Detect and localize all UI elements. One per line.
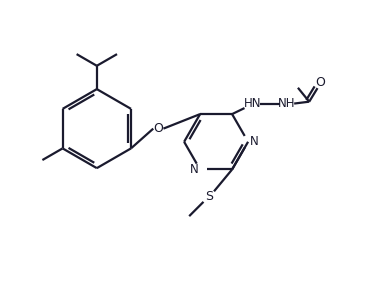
Text: N: N <box>249 135 258 148</box>
Text: N: N <box>190 163 198 176</box>
Text: HN: HN <box>244 97 262 110</box>
Text: O: O <box>153 122 163 135</box>
Text: O: O <box>316 76 325 89</box>
Text: NH: NH <box>278 97 295 110</box>
Text: S: S <box>205 190 213 203</box>
